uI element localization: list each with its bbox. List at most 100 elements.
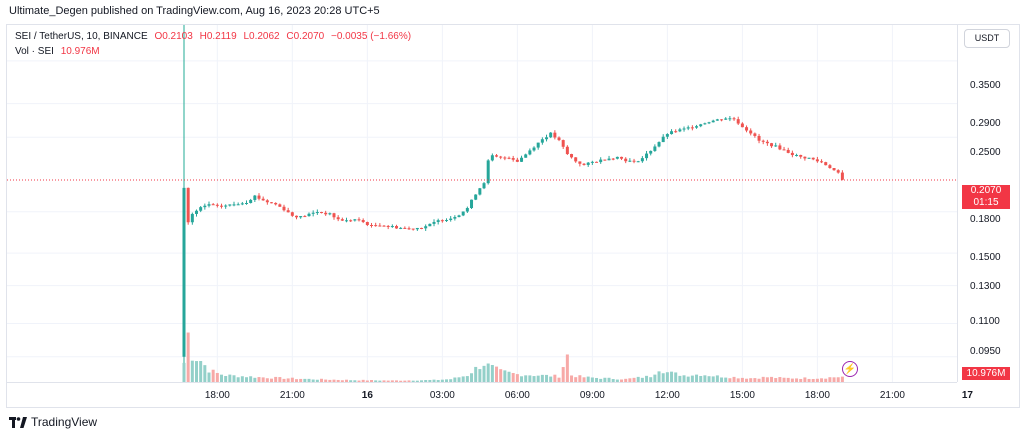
volume-bar	[390, 380, 394, 382]
candle-body	[428, 223, 432, 227]
candle-body	[349, 220, 353, 222]
candle-body	[215, 204, 219, 206]
candle-body	[557, 137, 561, 141]
candle-body	[295, 215, 299, 218]
candle-body	[707, 122, 711, 124]
candle-body	[265, 200, 269, 203]
candle-body	[720, 119, 724, 121]
volume-bar	[528, 375, 532, 382]
candle-body	[495, 155, 499, 157]
candle-body	[590, 161, 594, 163]
low-value: L0.2062	[243, 31, 280, 42]
last-price-value: 0.2070	[970, 185, 1002, 196]
volume-bar	[395, 380, 399, 382]
change-value: −0.0035 (−1.66%)	[330, 31, 412, 42]
volume-bar	[278, 377, 282, 382]
volume-bar	[707, 376, 711, 382]
volume-bar	[211, 369, 215, 382]
candle-body	[595, 161, 599, 163]
candle-body	[811, 157, 815, 160]
volume-bar	[224, 376, 228, 382]
candle-body	[253, 195, 257, 200]
volume-bar	[236, 377, 240, 382]
candle-body	[690, 127, 694, 129]
candle-body	[657, 142, 661, 147]
candle-body	[803, 156, 807, 159]
volume-bar	[203, 365, 207, 382]
price-tick: 0.3500	[970, 80, 1001, 91]
candle-body	[603, 159, 607, 161]
candle-body	[286, 210, 290, 213]
volume-bar	[403, 380, 407, 382]
candle-body	[507, 157, 511, 159]
candle-body	[290, 212, 294, 216]
volume-bar	[245, 377, 249, 382]
volume-bar	[186, 332, 190, 382]
candle-body	[749, 130, 753, 134]
candle-body	[236, 204, 240, 206]
candle-body	[682, 128, 686, 130]
candle-body	[653, 146, 657, 151]
currency-button[interactable]: USDT	[964, 29, 1010, 48]
volume-bar	[190, 360, 194, 382]
time-label: 21:00	[279, 390, 305, 401]
candle-body	[282, 206, 286, 211]
volume-bar	[361, 379, 365, 382]
symbol-label[interactable]: SEI / TetherUS, 10, BINANCE	[15, 31, 148, 42]
price-chart[interactable]	[7, 25, 957, 382]
publisher-caption: Ultimate_Degen published on TradingView.…	[9, 5, 380, 17]
candle-body	[345, 220, 349, 222]
candle-body	[211, 204, 215, 206]
time-axis[interactable]: 18:00 21:00 16 03:00 06:00 09:00 12:00 1…	[7, 382, 973, 407]
volume-bar	[486, 363, 490, 382]
ohlc-legend: SEI / TetherUS, 10, BINANCE O0.2103 H0.2…	[15, 31, 411, 42]
candle-body	[320, 212, 324, 214]
volume-bar	[774, 378, 778, 382]
tradingview-logo[interactable]: TradingView	[9, 415, 97, 429]
candle-body	[182, 187, 186, 357]
volume-bar	[790, 378, 794, 382]
candle-body	[486, 160, 490, 184]
candle-body	[715, 119, 719, 121]
close-value: C0.2070	[286, 31, 325, 42]
volume-bar	[761, 376, 765, 382]
candle-body	[836, 170, 840, 173]
volume-label[interactable]: Vol · SEI	[15, 46, 54, 57]
candle-body	[790, 152, 794, 156]
volume-bar	[349, 380, 353, 382]
volume-bar	[470, 373, 474, 382]
volume-bar	[328, 379, 332, 382]
candle-body	[470, 199, 474, 209]
volume-bar	[565, 354, 569, 382]
volume-bar	[765, 377, 769, 382]
candle-body	[570, 154, 574, 158]
volume-bar	[690, 375, 694, 382]
volume-bar	[432, 379, 436, 382]
candle-body	[549, 132, 553, 138]
volume-bar	[578, 375, 582, 382]
lightning-icon[interactable]: ⚡	[842, 361, 858, 377]
volume-bar	[553, 374, 557, 382]
candle-body	[399, 227, 403, 229]
candle-body	[420, 227, 424, 229]
price-axis[interactable]: 0.3500 0.2900 0.2500 0.1800 0.1500 0.130…	[957, 25, 1019, 382]
candle-body	[186, 187, 190, 223]
price-tick: 0.1300	[970, 281, 1001, 292]
volume-legend: Vol · SEI 10.976M	[15, 46, 100, 57]
candle-body	[449, 218, 453, 221]
volume-bar	[253, 377, 257, 382]
candle-body	[411, 228, 415, 230]
volume-bar	[461, 376, 465, 382]
volume-bar	[524, 375, 528, 382]
volume-bar	[620, 379, 624, 382]
volume-bar	[686, 376, 690, 382]
candle-body	[795, 154, 799, 156]
volume-bar	[399, 380, 403, 382]
candle-body	[407, 228, 411, 230]
volume-bar	[703, 375, 707, 382]
candle-body	[586, 162, 590, 165]
candle-body	[478, 188, 482, 195]
candle-body	[536, 142, 540, 148]
candle-body	[628, 160, 632, 162]
candle-body	[615, 156, 619, 159]
